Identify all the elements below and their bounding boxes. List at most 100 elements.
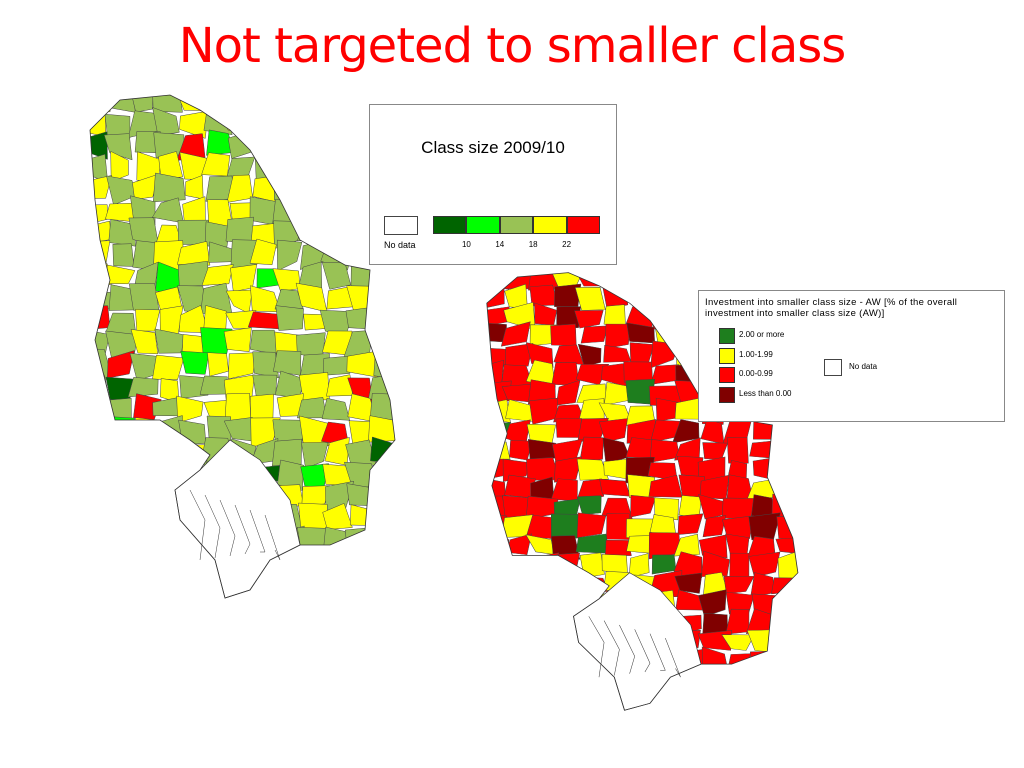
- region: [296, 201, 330, 225]
- region: [486, 651, 504, 674]
- region: [90, 417, 111, 446]
- region: [272, 268, 301, 292]
- no-data-swatch: [824, 359, 842, 376]
- region: [579, 436, 604, 464]
- region: [721, 686, 755, 711]
- region: [527, 635, 560, 649]
- region: [628, 553, 650, 578]
- region: [392, 436, 395, 464]
- region: [176, 395, 204, 424]
- region: [750, 669, 780, 687]
- item-label: 0.00-0.99: [739, 369, 773, 378]
- region: [201, 264, 234, 286]
- region: [275, 305, 304, 331]
- region: [649, 286, 680, 308]
- border: [249, 509, 266, 553]
- region: [486, 570, 504, 598]
- region: [90, 305, 111, 331]
- region: [322, 503, 353, 530]
- region: [501, 613, 533, 635]
- region: [151, 569, 182, 598]
- region: [800, 514, 829, 538]
- region: [580, 325, 608, 344]
- region: [602, 704, 628, 711]
- region: [277, 131, 303, 157]
- country-outline: [486, 272, 799, 711]
- region: [229, 95, 255, 114]
- region: [179, 110, 209, 139]
- region: [721, 634, 755, 651]
- region: [179, 444, 208, 460]
- region: [177, 551, 209, 578]
- region: [394, 357, 395, 380]
- tick-label: 14: [495, 240, 505, 249]
- region: [726, 437, 749, 464]
- region: [159, 552, 183, 578]
- region: [90, 220, 112, 245]
- region: [486, 551, 509, 578]
- region: [157, 436, 184, 469]
- region: [225, 216, 254, 244]
- region: [746, 629, 779, 653]
- region: [750, 708, 781, 711]
- region: [750, 572, 775, 598]
- region: [133, 502, 159, 535]
- region: [393, 421, 395, 441]
- region: [249, 329, 279, 355]
- region: [534, 302, 558, 326]
- region: [346, 483, 379, 506]
- region: [393, 459, 395, 487]
- region: [775, 474, 798, 499]
- region: [486, 534, 510, 559]
- region: [322, 355, 352, 376]
- region: [631, 286, 654, 309]
- region: [577, 495, 602, 515]
- region: [90, 131, 108, 160]
- region: [321, 571, 349, 597]
- no-data-label: No data: [849, 362, 878, 371]
- region: [135, 443, 157, 463]
- swatch: [719, 386, 735, 403]
- region: [302, 132, 328, 154]
- region: [795, 443, 798, 462]
- region: [112, 243, 135, 267]
- region: [525, 342, 554, 368]
- region: [205, 593, 228, 598]
- region: [550, 323, 577, 347]
- color-cell: [466, 216, 500, 234]
- region: [804, 572, 826, 597]
- region: [128, 283, 160, 313]
- region: [254, 151, 276, 182]
- region: [486, 359, 504, 385]
- region: [272, 350, 302, 376]
- region: [90, 549, 109, 580]
- region: [106, 350, 135, 379]
- region: [652, 272, 677, 285]
- region: [90, 596, 114, 598]
- region: [105, 574, 136, 598]
- region: [394, 547, 395, 577]
- legend-investment: Investment into smaller class size - AW …: [698, 290, 1005, 422]
- region: [394, 332, 395, 356]
- region: [281, 155, 299, 177]
- region: [771, 577, 797, 595]
- region: [109, 416, 135, 447]
- region: [556, 306, 581, 329]
- region: [507, 591, 532, 611]
- region: [551, 572, 579, 598]
- region: [90, 503, 115, 531]
- region: [801, 269, 826, 284]
- region: [393, 569, 395, 598]
- region: [319, 109, 353, 133]
- region: [204, 95, 231, 116]
- border: [619, 624, 635, 674]
- region: [399, 527, 422, 557]
- region: [321, 397, 351, 421]
- region: [771, 709, 798, 711]
- region: [486, 322, 507, 343]
- region: [297, 397, 327, 419]
- color-cell: [533, 216, 567, 234]
- region: [320, 219, 351, 248]
- region: [128, 599, 162, 623]
- region: [323, 199, 352, 225]
